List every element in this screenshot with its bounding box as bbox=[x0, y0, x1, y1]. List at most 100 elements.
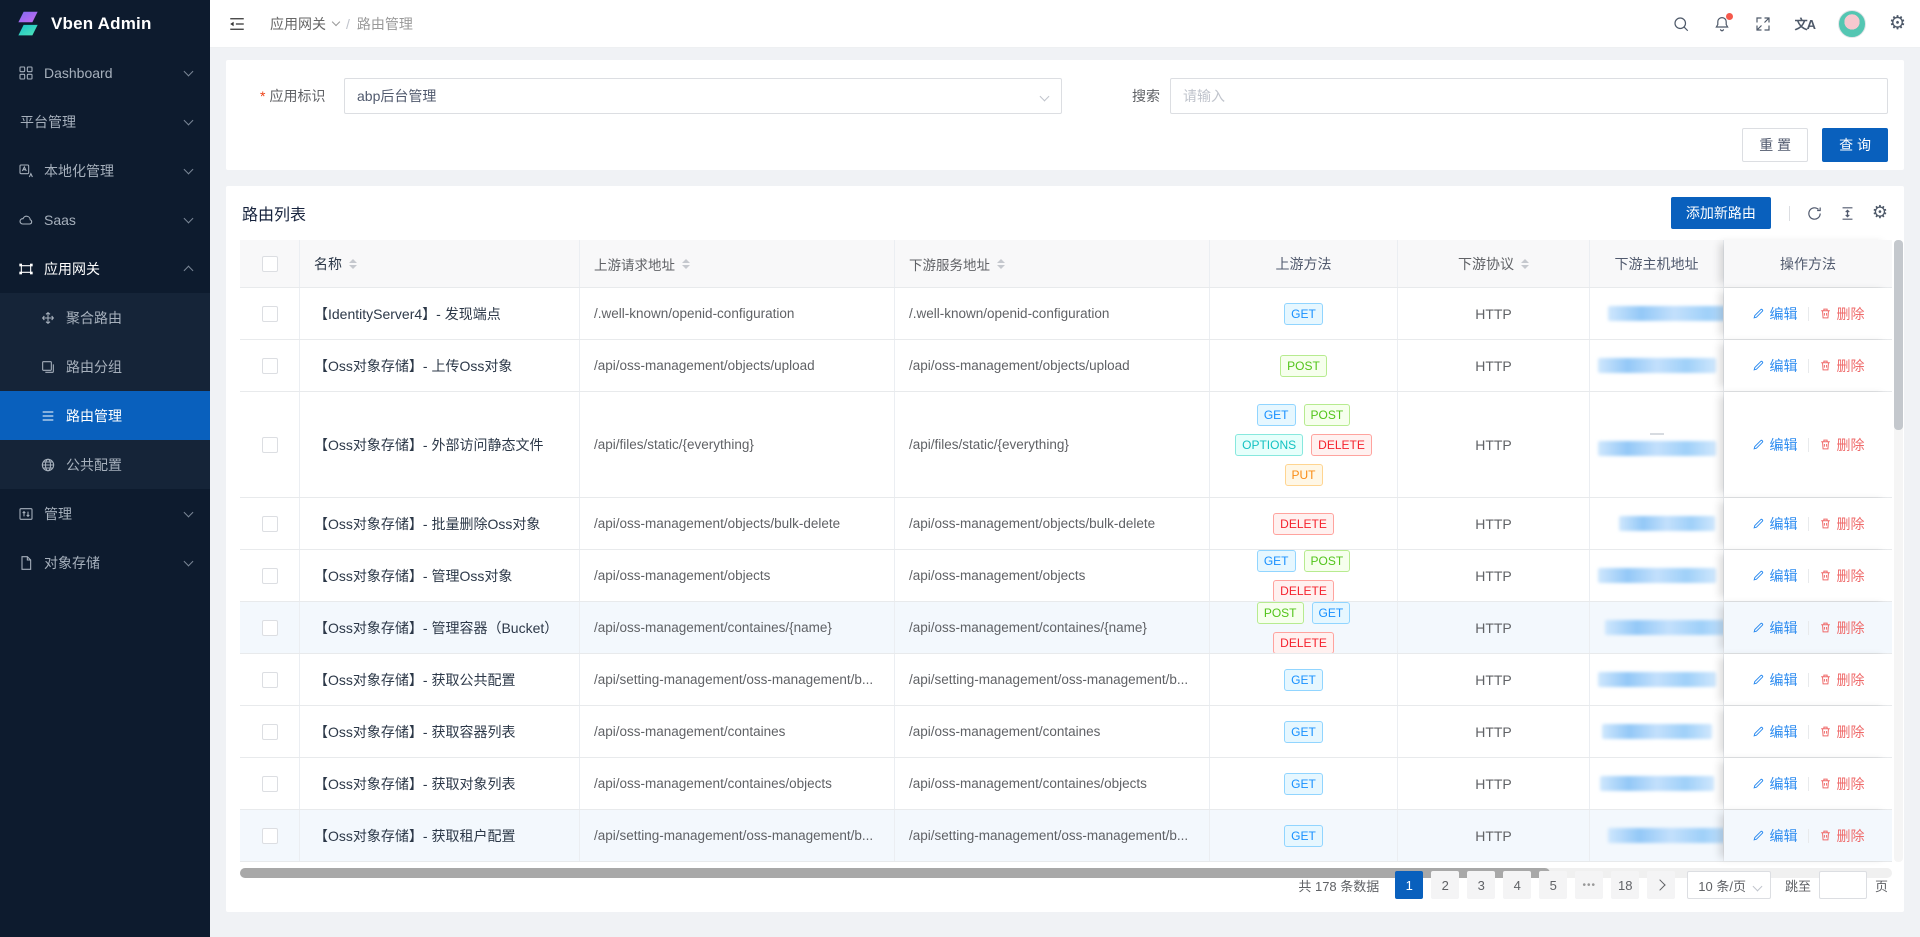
route-group-icon bbox=[42, 360, 54, 373]
method-tag: GET bbox=[1284, 824, 1323, 847]
edit-button[interactable]: 编辑 bbox=[1752, 670, 1798, 690]
edit-button[interactable]: 编辑 bbox=[1752, 774, 1798, 794]
edit-button[interactable]: 编辑 bbox=[1752, 618, 1798, 638]
route-name: 【Oss对象存储】- 外部访问静态文件 bbox=[300, 392, 580, 497]
menu-list-icon bbox=[42, 410, 54, 421]
select-all-checkbox[interactable] bbox=[261, 255, 278, 272]
route-list-panel: 路由列表 添加新路由 ⚙ 名称 上游请求地址 下游服务地址 上游方法 下游协议 bbox=[226, 186, 1904, 912]
app-id-select[interactable]: abp后台管理 bbox=[344, 78, 1062, 114]
page-button-2[interactable]: 2 bbox=[1431, 871, 1460, 899]
table-row: 【IdentityServer4】- 发现端点 /.well-known/ope… bbox=[240, 288, 1892, 340]
delete-button[interactable]: 删除 bbox=[1819, 566, 1865, 586]
delete-button[interactable]: 删除 bbox=[1819, 722, 1865, 742]
row-checkbox[interactable] bbox=[261, 515, 278, 532]
row-checkbox[interactable] bbox=[261, 775, 278, 792]
sidebar-item-aggregate-route[interactable]: 聚合路由 bbox=[0, 293, 210, 342]
add-route-button[interactable]: 添加新路由 bbox=[1670, 197, 1771, 229]
sidebar-item-label: 聚合路由 bbox=[66, 309, 122, 326]
app-logo[interactable]: Vben Admin bbox=[0, 0, 210, 48]
divider bbox=[1788, 205, 1790, 221]
table-settings-icon[interactable]: ⚙ bbox=[1871, 202, 1888, 223]
col-upstream[interactable]: 上游请求地址 bbox=[580, 240, 895, 287]
page-button-3[interactable]: 3 bbox=[1467, 871, 1496, 899]
avatar[interactable] bbox=[1837, 9, 1866, 38]
method-tags: GET bbox=[1223, 720, 1385, 743]
refresh-icon[interactable] bbox=[1806, 205, 1823, 222]
dash bbox=[1649, 433, 1664, 435]
fullscreen-icon[interactable] bbox=[1754, 15, 1772, 33]
sidebar-item-route-group[interactable]: 路由分组 bbox=[0, 342, 210, 391]
edit-button[interactable]: 编辑 bbox=[1752, 722, 1798, 742]
col-downstream[interactable]: 下游服务地址 bbox=[895, 240, 1210, 287]
sidebar-item-route-manage[interactable]: 路由管理 bbox=[0, 391, 210, 440]
method-tag: POST bbox=[1303, 403, 1351, 426]
redacted-host-address bbox=[1607, 828, 1723, 843]
breadcrumb-separator: / bbox=[346, 15, 350, 32]
page-button-5[interactable]: 5 bbox=[1539, 871, 1568, 899]
row-checkbox[interactable] bbox=[261, 827, 278, 844]
page-button-18[interactable]: 18 bbox=[1611, 871, 1640, 899]
row-checkbox[interactable] bbox=[261, 619, 278, 636]
delete-button[interactable]: 删除 bbox=[1819, 435, 1865, 455]
method-tags: GET bbox=[1223, 302, 1385, 325]
search-input[interactable] bbox=[1170, 78, 1888, 114]
protocol-value: HTTP bbox=[1398, 706, 1590, 757]
sidebar-item-object-storage[interactable]: 对象存储 bbox=[0, 538, 210, 587]
sidebar-item-public-config[interactable]: 公共配置 bbox=[0, 440, 210, 489]
row-checkbox[interactable] bbox=[261, 567, 278, 584]
sort-caret-icon bbox=[1521, 258, 1529, 269]
page-button-4[interactable]: 4 bbox=[1503, 871, 1532, 899]
row-checkbox[interactable] bbox=[261, 723, 278, 740]
logo-icon bbox=[18, 11, 38, 36]
page-button-1[interactable]: 1 bbox=[1395, 871, 1424, 899]
page-ellipsis[interactable]: ••• bbox=[1575, 871, 1604, 899]
method-tag: DELETE bbox=[1273, 579, 1334, 601]
delete-button[interactable]: 删除 bbox=[1819, 356, 1865, 376]
notification-bell-icon[interactable] bbox=[1713, 12, 1733, 33]
edit-button[interactable]: 编辑 bbox=[1752, 435, 1798, 455]
row-checkbox[interactable] bbox=[261, 436, 278, 453]
delete-button[interactable]: 删除 bbox=[1819, 304, 1865, 324]
row-checkbox[interactable] bbox=[261, 671, 278, 688]
reset-button[interactable]: 重 置 bbox=[1742, 128, 1809, 162]
edit-button[interactable]: 编辑 bbox=[1752, 304, 1798, 324]
edit-button[interactable]: 编辑 bbox=[1752, 826, 1798, 846]
sidebar-item-localization[interactable]: 本地化管理 bbox=[0, 146, 210, 195]
query-button[interactable]: 查 询 bbox=[1822, 128, 1888, 162]
settings-gear-icon[interactable]: ⚙ bbox=[1888, 12, 1906, 34]
row-checkbox[interactable] bbox=[261, 357, 278, 374]
col-name[interactable]: 名称 bbox=[300, 240, 580, 287]
sidebar-item-platform[interactable]: 平台管理 bbox=[0, 97, 210, 146]
delete-button[interactable]: 删除 bbox=[1819, 618, 1865, 638]
next-page-button[interactable] bbox=[1647, 871, 1676, 899]
upstream-path: /api/oss-management/containes/{name} bbox=[580, 602, 895, 653]
edit-button[interactable]: 编辑 bbox=[1752, 356, 1798, 376]
delete-button[interactable]: 删除 bbox=[1819, 826, 1865, 846]
method-tags: GET POST DELETE bbox=[1223, 550, 1385, 601]
horizontal-scrollbar-thumb[interactable] bbox=[240, 868, 1550, 878]
sidebar-item-gateway[interactable]: 应用网关 bbox=[0, 244, 210, 293]
delete-button[interactable]: 删除 bbox=[1819, 774, 1865, 794]
divider bbox=[1807, 358, 1809, 373]
table-row: 【Oss对象存储】- 上传Oss对象 /api/oss-management/o… bbox=[240, 340, 1892, 392]
sidebar-item-dashboard[interactable]: Dashboard bbox=[0, 48, 210, 97]
row-checkbox[interactable] bbox=[261, 305, 278, 322]
method-tag: PUT bbox=[1284, 463, 1323, 486]
column-height-icon[interactable] bbox=[1839, 205, 1856, 222]
gateway-submenu: 聚合路由 路由分组 路由管理 公共配置 bbox=[0, 293, 210, 489]
edit-button[interactable]: 编辑 bbox=[1752, 514, 1798, 534]
col-protocol[interactable]: 下游协议 bbox=[1398, 240, 1590, 287]
edit-button[interactable]: 编辑 bbox=[1752, 566, 1798, 586]
sidebar-item-saas[interactable]: Saas bbox=[0, 195, 210, 244]
language-icon[interactable]: 文A bbox=[1794, 17, 1816, 32]
sidebar-item-manage[interactable]: 管理 bbox=[0, 489, 210, 538]
delete-button[interactable]: 删除 bbox=[1819, 514, 1865, 534]
file-icon bbox=[21, 555, 32, 570]
collapse-sidebar-icon[interactable] bbox=[228, 15, 246, 33]
search-icon[interactable] bbox=[1672, 15, 1690, 33]
breadcrumb-parent[interactable]: 应用网关 bbox=[270, 15, 326, 32]
jump-page-input[interactable] bbox=[1818, 871, 1867, 899]
delete-button[interactable]: 删除 bbox=[1819, 670, 1865, 690]
vertical-scrollbar-thumb[interactable] bbox=[1894, 240, 1903, 430]
page-size-select[interactable]: 10 条/页 bbox=[1687, 871, 1771, 899]
